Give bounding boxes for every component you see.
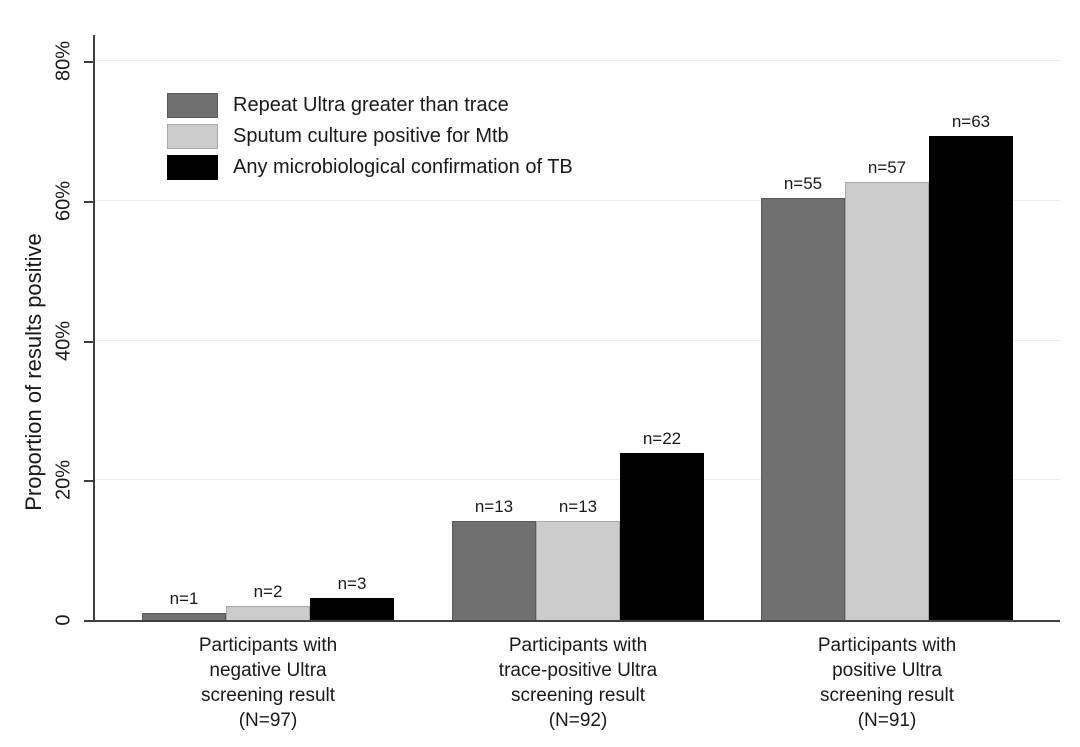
y-tick-label-0: 0 bbox=[52, 614, 75, 626]
legend-label-repeat-ultra: Repeat Ultra greater than trace bbox=[233, 94, 509, 116]
y-tick-mark-40 bbox=[84, 341, 94, 343]
y-tick-label-60: 60% bbox=[52, 180, 75, 222]
bar-count-label-series3-group3: n=63 bbox=[951, 112, 991, 131]
y-tick-mark-0 bbox=[84, 620, 94, 622]
x-category-label-line: (N=97) bbox=[238, 710, 298, 731]
y-tick-mark-60 bbox=[84, 201, 94, 203]
bar-series3-group3 bbox=[929, 136, 1013, 620]
x-category-label-group2: Participants with trace-positive Ultra scr… bbox=[438, 633, 718, 733]
legend: Repeat Ultra greater than trace Sputum c… bbox=[167, 93, 573, 180]
bar-count-label-series3-group2: n=22 bbox=[642, 429, 682, 448]
x-category-label-line: positive Ultra bbox=[832, 660, 942, 681]
y-tick-mark-80 bbox=[84, 61, 94, 63]
x-axis-line bbox=[93, 620, 1060, 622]
plot-area bbox=[95, 35, 1060, 620]
legend-label-any-confirmation: Any microbiological confirmation of TB bbox=[233, 156, 573, 178]
x-category-label-line: negative Ultra bbox=[209, 660, 327, 681]
x-category-label-line: screening result bbox=[200, 685, 336, 706]
bar-series2-group3 bbox=[845, 182, 929, 620]
gridline-40pct bbox=[95, 340, 1060, 341]
legend-swatch-light-gray bbox=[167, 124, 218, 149]
legend-item-sputum-culture: Sputum culture positive for Mtb bbox=[167, 124, 573, 149]
bar-series1-group3 bbox=[761, 198, 845, 620]
y-tick-label-40: 40% bbox=[52, 320, 75, 362]
bar-count-label-series2-group1: n=2 bbox=[253, 582, 283, 601]
x-category-label-line: screening result bbox=[819, 685, 955, 706]
bar-series2-group1 bbox=[226, 606, 310, 620]
x-category-label-line: Participants with bbox=[508, 635, 648, 656]
x-category-label-line: Participants with bbox=[817, 635, 957, 656]
bar-count-label-series2-group3: n=57 bbox=[867, 158, 907, 177]
y-tick-mark-20 bbox=[84, 480, 94, 482]
x-category-label-line: Participants with bbox=[198, 635, 338, 656]
x-category-label-line: (N=91) bbox=[857, 710, 917, 731]
x-category-label-line: trace-positive Ultra bbox=[498, 660, 658, 681]
gridline-60pct bbox=[95, 200, 1060, 201]
legend-item-repeat-ultra: Repeat Ultra greater than trace bbox=[167, 93, 573, 118]
bar-series3-group1 bbox=[310, 598, 394, 620]
bar-count-label-series3-group1: n=3 bbox=[337, 574, 367, 593]
legend-swatch-black bbox=[167, 155, 218, 180]
bar-series3-group2 bbox=[620, 453, 704, 620]
legend-label-sputum-culture: Sputum culture positive for Mtb bbox=[233, 125, 509, 147]
bar-count-label-series1-group2: n=13 bbox=[474, 497, 514, 516]
bar-series1-group2 bbox=[452, 521, 536, 620]
bar-count-label-series1-group3: n=55 bbox=[783, 174, 823, 193]
y-axis-title: Proportion of results positive bbox=[21, 233, 46, 511]
x-category-label-line: screening result bbox=[510, 685, 646, 706]
legend-item-any-confirmation: Any microbiological confirmation of TB bbox=[167, 155, 573, 180]
gridline-80pct bbox=[95, 60, 1060, 61]
y-tick-label-20: 20% bbox=[52, 459, 75, 501]
bar-count-label-series2-group2: n=13 bbox=[558, 497, 598, 516]
bar-series1-group1 bbox=[142, 613, 226, 620]
legend-swatch-dark-gray bbox=[167, 93, 218, 118]
y-tick-label-80: 80% bbox=[52, 40, 75, 82]
x-category-label-group1: Participants with negative Ultra screening… bbox=[128, 633, 408, 733]
x-category-label-group3: Participants with positive Ultra screening… bbox=[747, 633, 1027, 733]
bar-series2-group2 bbox=[536, 521, 620, 620]
bar-count-label-series1-group1: n=1 bbox=[169, 589, 199, 608]
y-axis-line bbox=[93, 35, 95, 622]
x-category-label-line: (N=92) bbox=[548, 710, 608, 731]
gridline-20pct bbox=[95, 479, 1060, 480]
